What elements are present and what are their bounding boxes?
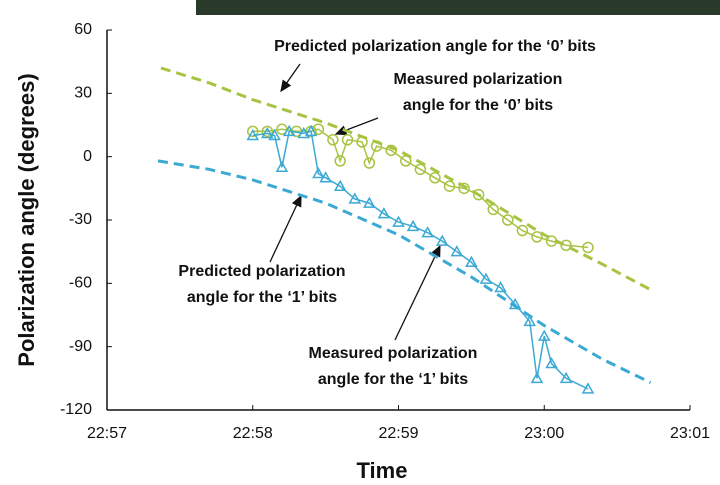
point — [581, 382, 595, 394]
point — [458, 182, 470, 195]
point — [530, 371, 544, 384]
x-tick-label: 23:00 — [524, 425, 564, 442]
point — [545, 235, 558, 247]
point — [559, 371, 573, 384]
point — [443, 180, 456, 192]
point — [537, 329, 551, 341]
point — [421, 226, 434, 238]
header-image-strip — [196, 0, 720, 15]
y-tick-label: -90 — [69, 338, 92, 355]
x-tick-label: 23:01 — [670, 425, 710, 442]
point — [275, 160, 289, 172]
point — [400, 155, 412, 167]
point — [363, 157, 376, 169]
point — [450, 245, 464, 257]
annotation: Measured polarization — [309, 345, 478, 362]
measured-line — [252, 128, 589, 249]
point — [545, 357, 558, 369]
point — [261, 125, 274, 138]
x-tick-label: 22:58 — [233, 425, 273, 442]
point — [392, 215, 405, 227]
point — [356, 136, 368, 148]
y-tick-label: -120 — [60, 401, 92, 418]
annotation: angle for the ‘0’ bits — [403, 97, 553, 114]
point — [370, 140, 383, 152]
point — [465, 255, 478, 267]
point — [516, 224, 529, 237]
point — [523, 314, 536, 327]
point — [261, 126, 274, 139]
y-tick-label: -30 — [69, 211, 92, 228]
point — [435, 234, 449, 246]
point — [341, 134, 354, 146]
point — [414, 163, 427, 176]
point — [560, 239, 572, 252]
y-tick-label: 30 — [74, 85, 92, 102]
point — [508, 297, 522, 310]
arrows — [269, 63, 441, 341]
x-axis-title: Time — [357, 458, 408, 483]
point — [479, 272, 493, 284]
point — [487, 203, 499, 216]
point — [385, 144, 397, 157]
annotation: Measured polarization — [394, 71, 563, 88]
point — [297, 126, 311, 139]
annotation: angle for the ‘1’ bits — [187, 289, 337, 306]
point — [247, 125, 259, 138]
point — [429, 172, 441, 184]
point — [472, 188, 485, 201]
point — [531, 231, 543, 243]
x-tick-label: 22:59 — [378, 425, 418, 442]
point — [377, 207, 391, 219]
y-tick-label: 0 — [83, 148, 92, 165]
point — [319, 171, 332, 183]
point — [406, 219, 420, 232]
point — [582, 241, 594, 254]
point — [363, 196, 376, 208]
y-tick-label: 60 — [74, 21, 92, 38]
point — [348, 192, 362, 204]
point — [494, 281, 507, 293]
y-axis-title: Polarization angle (degrees) — [14, 73, 39, 366]
point — [246, 129, 260, 141]
point — [304, 124, 318, 137]
point — [333, 179, 347, 191]
predicted-line — [157, 159, 652, 384]
point — [312, 167, 325, 179]
predicted-line — [160, 66, 652, 292]
y-tick-label: -60 — [69, 275, 92, 292]
point — [282, 124, 296, 137]
measured-line — [252, 130, 589, 390]
annotation: angle for the ‘1’ bits — [318, 371, 468, 388]
annotation: Predicted polarization angle for the ‘0’… — [274, 38, 596, 55]
point — [268, 129, 281, 141]
point — [502, 214, 514, 226]
x-tick-label: 22:57 — [87, 425, 127, 442]
point — [327, 134, 339, 146]
point — [334, 155, 346, 167]
annotation: Predicted polarization — [178, 263, 345, 280]
